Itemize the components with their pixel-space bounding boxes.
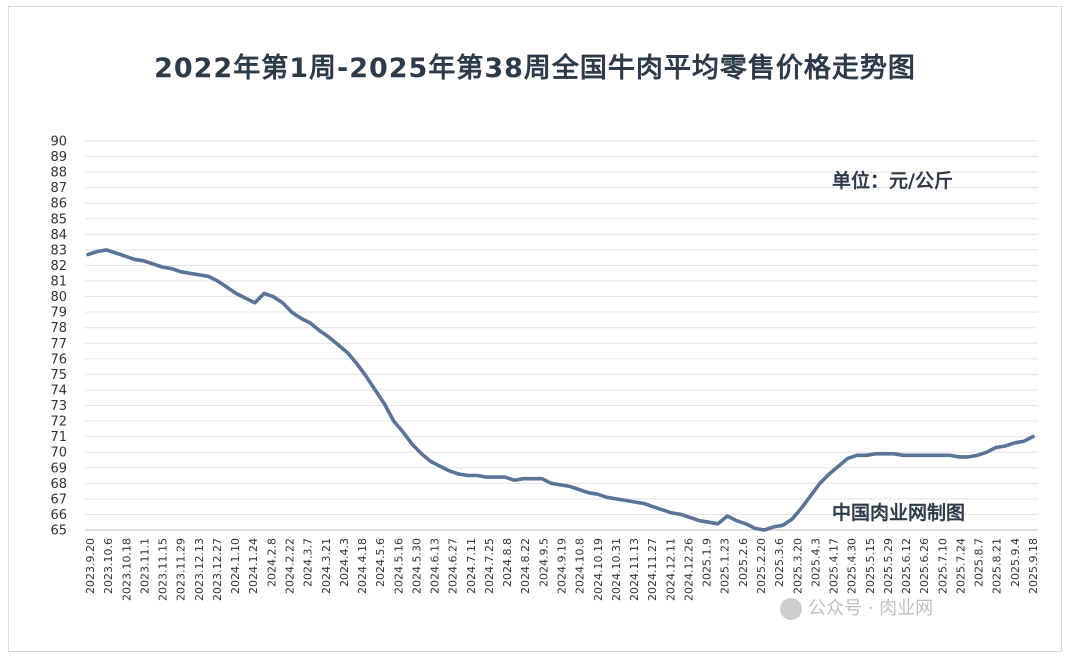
x-tick-label: 2024.4.18	[356, 538, 369, 594]
x-tick-label: 2025.2.20	[755, 538, 768, 594]
chart-frame	[8, 6, 1062, 652]
x-tick-label: 2025.1.9	[701, 538, 714, 587]
wechat-icon	[780, 598, 802, 620]
y-tick-label: 82	[50, 259, 67, 274]
x-tick-label: 2024.6.13	[429, 538, 442, 594]
y-tick-label: 67	[50, 492, 67, 507]
y-tick-label: 79	[50, 306, 67, 321]
y-tick-label: 73	[50, 399, 67, 414]
y-tick-label: 87	[50, 181, 67, 196]
y-tick-label: 90	[50, 135, 67, 150]
x-tick-label: 2025.6.12	[900, 538, 913, 594]
y-tick-label: 88	[50, 166, 67, 181]
x-tick-label: 2024.11.27	[646, 538, 659, 601]
chart-title: 2022年第1周-2025年第38周全国牛肉平均零售价格走势图	[154, 53, 916, 84]
x-tick-label: 2024.4.3	[338, 538, 351, 587]
grid-lines	[85, 140, 1038, 531]
y-tick-label: 65	[50, 524, 67, 539]
x-tick-label: 2023.9.20	[84, 538, 97, 594]
x-tick-label: 2024.12.11	[664, 538, 677, 601]
x-tick-label: 2024.5.6	[374, 538, 387, 587]
x-tick-label: 2024.11.13	[628, 538, 641, 601]
unit-label: 单位：元/公斤	[832, 170, 953, 192]
x-tick-label: 2025.7.10	[936, 538, 949, 594]
watermark-text: 公众号 · 肉业网	[808, 598, 934, 619]
x-tick-label: 2024.2.8	[265, 538, 278, 587]
y-axis-ticks: 6566676869707172737475767778798081828384…	[50, 135, 67, 539]
y-tick-label: 70	[50, 446, 67, 461]
x-tick-label: 2025.4.17	[828, 538, 841, 594]
x-tick-label: 2024.3.7	[302, 538, 315, 587]
x-tick-label: 2025.7.24	[954, 538, 967, 594]
x-tick-label: 2024.7.25	[483, 538, 496, 594]
y-tick-label: 81	[50, 275, 67, 290]
y-tick-label: 71	[50, 430, 67, 445]
source-credit: 中国肉业网制图	[832, 502, 966, 524]
x-tick-label: 2025.6.26	[918, 538, 931, 594]
x-tick-label: 2025.5.15	[864, 538, 877, 594]
y-tick-label: 68	[50, 477, 67, 492]
x-tick-label: 2024.8.8	[501, 538, 514, 587]
x-tick-label: 2024.10.8	[574, 538, 587, 594]
x-tick-label: 2024.10.19	[592, 538, 605, 601]
x-tick-label: 2025.4.30	[846, 538, 859, 594]
y-tick-label: 77	[50, 337, 67, 352]
x-tick-label: 2023.12.27	[211, 538, 224, 601]
y-tick-label: 76	[50, 352, 67, 367]
x-tick-label: 2025.9.4	[1009, 538, 1022, 587]
y-tick-label: 72	[50, 415, 67, 430]
x-tick-label: 2024.12.26	[682, 538, 695, 601]
x-tick-label: 2025.4.3	[809, 538, 822, 587]
y-tick-label: 83	[50, 243, 67, 258]
x-tick-label: 2023.10.6	[102, 538, 115, 594]
x-tick-label: 2023.10.18	[120, 538, 133, 601]
x-tick-label: 2025.8.21	[991, 538, 1004, 594]
x-axis-ticks: 2023.9.20 2023.10.6 2023.10.18 2023.11.1 202…	[84, 538, 1040, 601]
x-tick-label: 2023.11.15	[157, 538, 170, 601]
y-tick-label: 86	[50, 197, 67, 212]
y-tick-label: 69	[50, 461, 67, 476]
x-tick-label: 2025.8.7	[973, 538, 986, 587]
x-tick-label: 2024.10.31	[610, 538, 623, 601]
x-tick-label: 2024.3.21	[320, 538, 333, 594]
x-tick-label: 2024.9.5	[537, 538, 550, 587]
y-tick-label: 84	[50, 228, 67, 243]
x-tick-label: 2024.6.27	[447, 538, 460, 594]
y-tick-label: 85	[50, 212, 67, 227]
watermark: 公众号 · 肉业网	[780, 594, 933, 620]
y-tick-label: 75	[50, 368, 67, 383]
x-tick-label: 2025.1.23	[719, 538, 732, 594]
y-tick-label: 80	[50, 290, 67, 305]
x-tick-label: 2025.3.6	[773, 538, 786, 587]
x-tick-label: 2024.9.19	[556, 538, 569, 594]
x-tick-label: 2024.8.22	[519, 538, 532, 594]
y-tick-label: 66	[50, 508, 67, 523]
x-tick-label: 2024.7.11	[465, 538, 478, 594]
x-tick-label: 2023.11.1	[138, 538, 151, 594]
y-tick-label: 89	[50, 150, 67, 165]
x-tick-label: 2024.2.22	[283, 538, 296, 594]
y-tick-label: 74	[50, 383, 67, 398]
series-line	[86, 248, 1035, 532]
x-tick-label: 2024.5.16	[392, 538, 405, 594]
x-tick-label: 2023.12.13	[193, 538, 206, 601]
x-tick-label: 2025.3.20	[791, 538, 804, 594]
x-tick-label: 2024.1.10	[229, 538, 242, 594]
y-tick-label: 78	[50, 321, 67, 336]
x-tick-label: 2024.1.24	[247, 538, 260, 594]
x-tick-label: 2024.5.30	[410, 538, 423, 594]
x-tick-label: 2025.2.6	[737, 538, 750, 587]
x-tick-label: 2023.11.29	[175, 538, 188, 601]
x-tick-label: 2025.9.18	[1027, 538, 1040, 594]
x-tick-label: 2025.5.29	[882, 538, 895, 594]
